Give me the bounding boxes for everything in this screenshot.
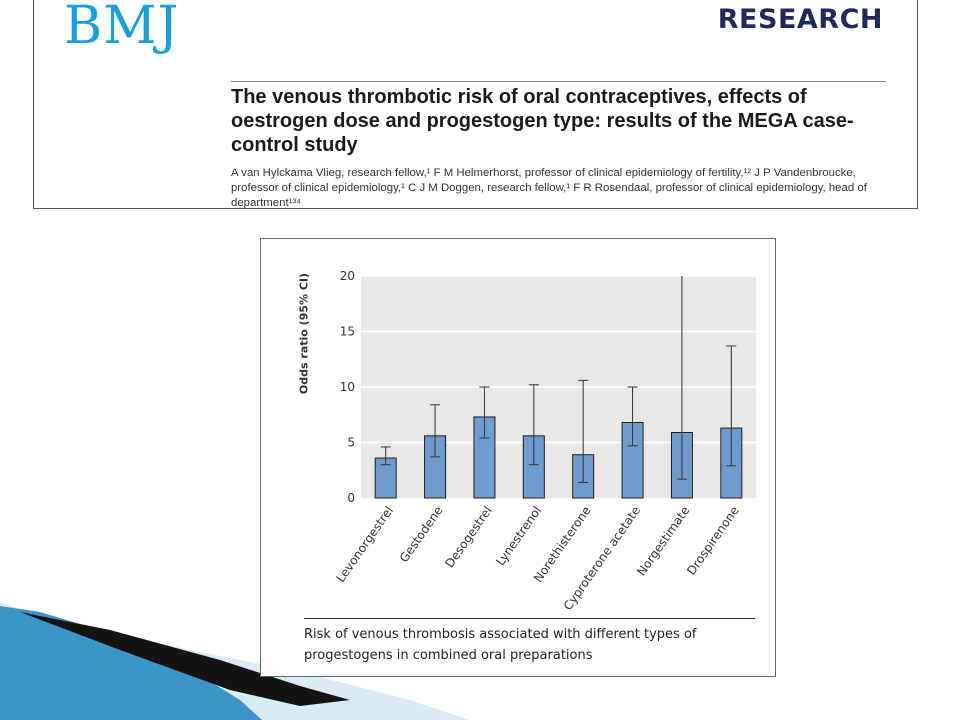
y-tick-label: 0 (347, 491, 355, 505)
x-tick-label: Levonorgestrel (333, 504, 396, 585)
y-axis-title: Odds ratio (95% CI) (297, 272, 311, 395)
x-tick-label: Lynestrenol (493, 504, 544, 569)
journal-logo: BMJ (64, 0, 180, 56)
y-tick-label: 5 (347, 436, 355, 450)
y-tick-label: 10 (340, 380, 355, 394)
caption-rule (304, 618, 755, 619)
section-label: RESEARCH (717, 4, 883, 35)
y-tick-label: 15 (340, 325, 355, 339)
figure-caption: Risk of venous thrombosis associated wit… (304, 627, 697, 663)
x-tick-label: Gestodene (397, 504, 446, 565)
paper-authors: A van Hylckama Vlieg, research fellow,¹ … (231, 167, 867, 209)
x-tick-label: Desogestrel (442, 504, 495, 571)
decoration-dark-arrow (20, 612, 350, 706)
paper-header: BMJ RESEARCH The venous thrombotic risk … (33, 0, 918, 209)
title-rule (231, 81, 886, 82)
paper-title: The venous thrombotic risk of oral contr… (231, 86, 854, 156)
x-tick-label: Norgestimate (634, 504, 692, 579)
decoration-blue-wedge (0, 606, 262, 720)
y-tick-label: 20 (340, 269, 355, 283)
x-tick-label: Drospirenone (684, 504, 742, 578)
